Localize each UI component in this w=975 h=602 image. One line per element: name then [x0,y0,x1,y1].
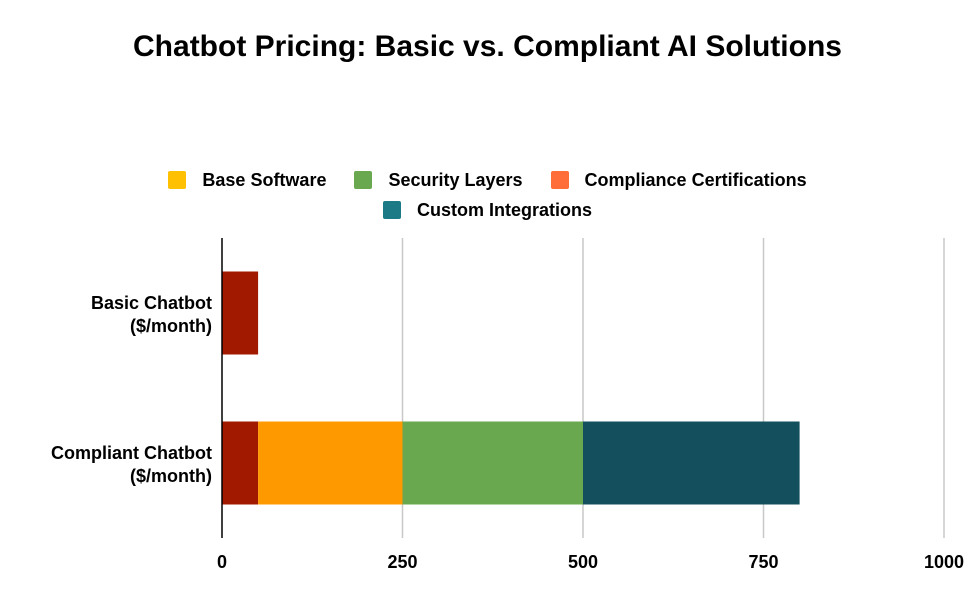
x-tick-label: 750 [748,552,778,572]
bar-segment [222,271,259,355]
legend-row-1: Base Software Security Layers Compliance… [0,165,975,195]
legend-item-compliance-certifications: Compliance Certifications [550,169,807,191]
legend-row-2: Custom Integrations [0,195,975,225]
legend-item-custom-integrations: Custom Integrations [382,199,592,221]
legend-label: Base Software [202,169,327,190]
legend-label: Custom Integrations [416,199,592,220]
x-tick-label: 1000 [924,552,964,572]
category-label: Basic Chatbot [91,293,212,313]
legend-swatch-base-software [168,171,187,189]
legend-item-base-software: Base Software [168,170,326,191]
bar-segment [583,421,800,505]
bar-segment [258,421,403,505]
x-tick-label: 250 [387,552,417,572]
chart-title: Chatbot Pricing: Basic vs. Compliant AI … [133,30,842,63]
category-label: Compliant Chatbot [51,443,212,463]
legend-swatch-custom-integrations [382,201,401,219]
bar-segment [222,421,259,505]
legend-swatch-security-layers [354,171,373,189]
x-tick-label: 500 [568,552,598,572]
legend-label: Compliance Certifications [584,169,807,190]
category-label: ($/month) [130,466,212,486]
x-tick-label: 0 [217,552,227,572]
category-label: ($/month) [130,316,212,336]
legend: Base Software Security Layers Compliance… [0,165,975,225]
legend-label: Security Layers [388,169,523,190]
bar-segment [402,421,583,505]
legend-item-security-layers: Security Layers [354,169,523,191]
legend-swatch-compliance-certifications [550,171,569,189]
